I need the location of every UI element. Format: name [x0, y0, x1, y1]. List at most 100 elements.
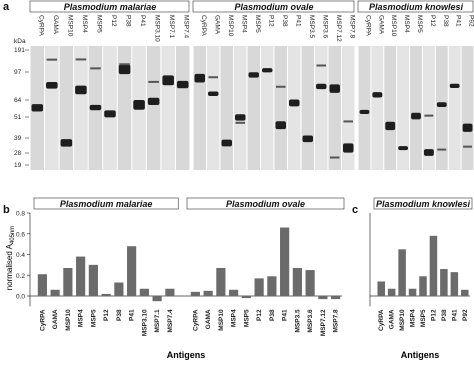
- blot-lane: [422, 46, 435, 170]
- blot-band: [330, 156, 340, 159]
- x-tick-label: MSP4: [78, 309, 85, 327]
- lane-label: P41: [455, 15, 462, 27]
- kda-marker: 51: [14, 114, 22, 121]
- lane-label: P38: [442, 15, 449, 27]
- bar: [37, 274, 47, 296]
- blot-lane: [435, 46, 448, 170]
- bar: [127, 246, 137, 296]
- y-tick-label: 0.4: [16, 252, 25, 259]
- lane-label: CyRPA: [200, 15, 207, 36]
- blot-lane: [193, 46, 206, 170]
- blot-band: [221, 139, 232, 147]
- blot-band: [262, 68, 273, 73]
- blot-band: [302, 135, 313, 143]
- x-tick-label: MSP7.8: [333, 309, 340, 333]
- blot-band: [89, 104, 102, 111]
- group-header-box: [373, 197, 473, 210]
- bar: [331, 296, 341, 300]
- blot-band: [359, 109, 370, 115]
- y-tick-label: 0.6: [16, 231, 25, 238]
- blot-band: [343, 143, 354, 153]
- blot-band: [436, 102, 447, 107]
- lane-label: CyRPA: [37, 15, 44, 36]
- bar: [267, 276, 277, 296]
- bar: [398, 249, 406, 296]
- blot-lane: [207, 46, 220, 170]
- blot-band: [176, 80, 189, 89]
- blot-band: [248, 72, 259, 78]
- bar: [88, 264, 98, 296]
- blot-lane: [261, 46, 274, 170]
- x-tick-label: P12: [103, 309, 110, 321]
- bar: [408, 288, 417, 296]
- lane-label: P41: [139, 15, 146, 27]
- x-tick-label: MSP5: [420, 309, 427, 327]
- blot-band: [208, 76, 218, 79]
- kda-label: kDa: [14, 38, 26, 45]
- bar: [50, 289, 60, 296]
- blot-lane: [74, 46, 88, 170]
- lane-label: P38: [281, 15, 288, 27]
- blot-lane: [220, 46, 233, 170]
- x-tick-label: P38: [116, 309, 123, 321]
- group-header: Plasmodium malariae: [64, 2, 157, 12]
- x-tick-label: MSP7.1: [154, 309, 161, 333]
- x-tick-label: P92: [462, 309, 469, 321]
- group-header-box: [357, 0, 474, 13]
- bar: [387, 288, 396, 296]
- lane-label: MSP3.5: [308, 15, 315, 39]
- x-tick-label: P41: [129, 309, 136, 321]
- blot-band: [194, 73, 205, 83]
- blot-band: [148, 80, 159, 83]
- lane-label: MSP5: [416, 15, 423, 33]
- lane-label: MSP7.8: [348, 15, 355, 39]
- x-tick-label: P41: [282, 309, 289, 321]
- bar: [292, 267, 302, 296]
- bar: [139, 288, 149, 296]
- blot-lane: [358, 46, 371, 170]
- blot-band: [90, 67, 101, 70]
- y-axis-label-sub: 405nm: [10, 226, 16, 244]
- blot-band: [133, 99, 145, 110]
- blot-lane: [328, 46, 341, 170]
- group-header: Plasmodium malariae: [60, 199, 153, 209]
- blot-band: [398, 146, 409, 151]
- bar: [305, 270, 315, 296]
- lane-label: GAMA: [52, 15, 59, 35]
- lane-label: MSP7.12: [335, 15, 342, 42]
- blot-band: [462, 123, 473, 132]
- bar: [419, 276, 427, 296]
- x-tick-label: CyRPA: [192, 309, 199, 331]
- bar: [461, 289, 469, 296]
- y-tick-label: 0.2: [16, 273, 25, 280]
- blot-lane: [247, 46, 260, 170]
- bar: [76, 256, 86, 296]
- bar: [280, 227, 290, 296]
- blot-lane: [371, 46, 384, 170]
- x-axis-label: Antigens: [401, 350, 440, 360]
- bar: [203, 290, 213, 296]
- lane-label: P38: [125, 15, 132, 27]
- x-tick-label: CyRPA: [39, 309, 46, 331]
- lane-label: MSP4: [403, 15, 410, 33]
- blot-lane: [315, 46, 328, 170]
- blot-band: [316, 83, 327, 90]
- lane-label: MSP4: [240, 15, 247, 33]
- lane-label: MSP10: [390, 15, 397, 37]
- bar: [450, 272, 459, 296]
- blot-band: [31, 104, 44, 112]
- x-tick-label: P12: [430, 309, 437, 321]
- kda-marker: 28: [14, 150, 22, 157]
- x-tick-label: MSP10: [218, 309, 225, 331]
- blot-band: [235, 121, 245, 124]
- lane-label: P41: [294, 15, 301, 27]
- lane-label: GAMA: [377, 15, 384, 35]
- blot-lane: [461, 46, 474, 170]
- y-tick-label: 0.0: [16, 294, 25, 301]
- bar: [254, 278, 264, 296]
- lane-label: CyRPA: [364, 15, 371, 36]
- kda-marker: 39: [14, 135, 22, 142]
- x-tick-label: GAMA: [52, 309, 59, 329]
- lane-label: GAMA: [213, 15, 220, 35]
